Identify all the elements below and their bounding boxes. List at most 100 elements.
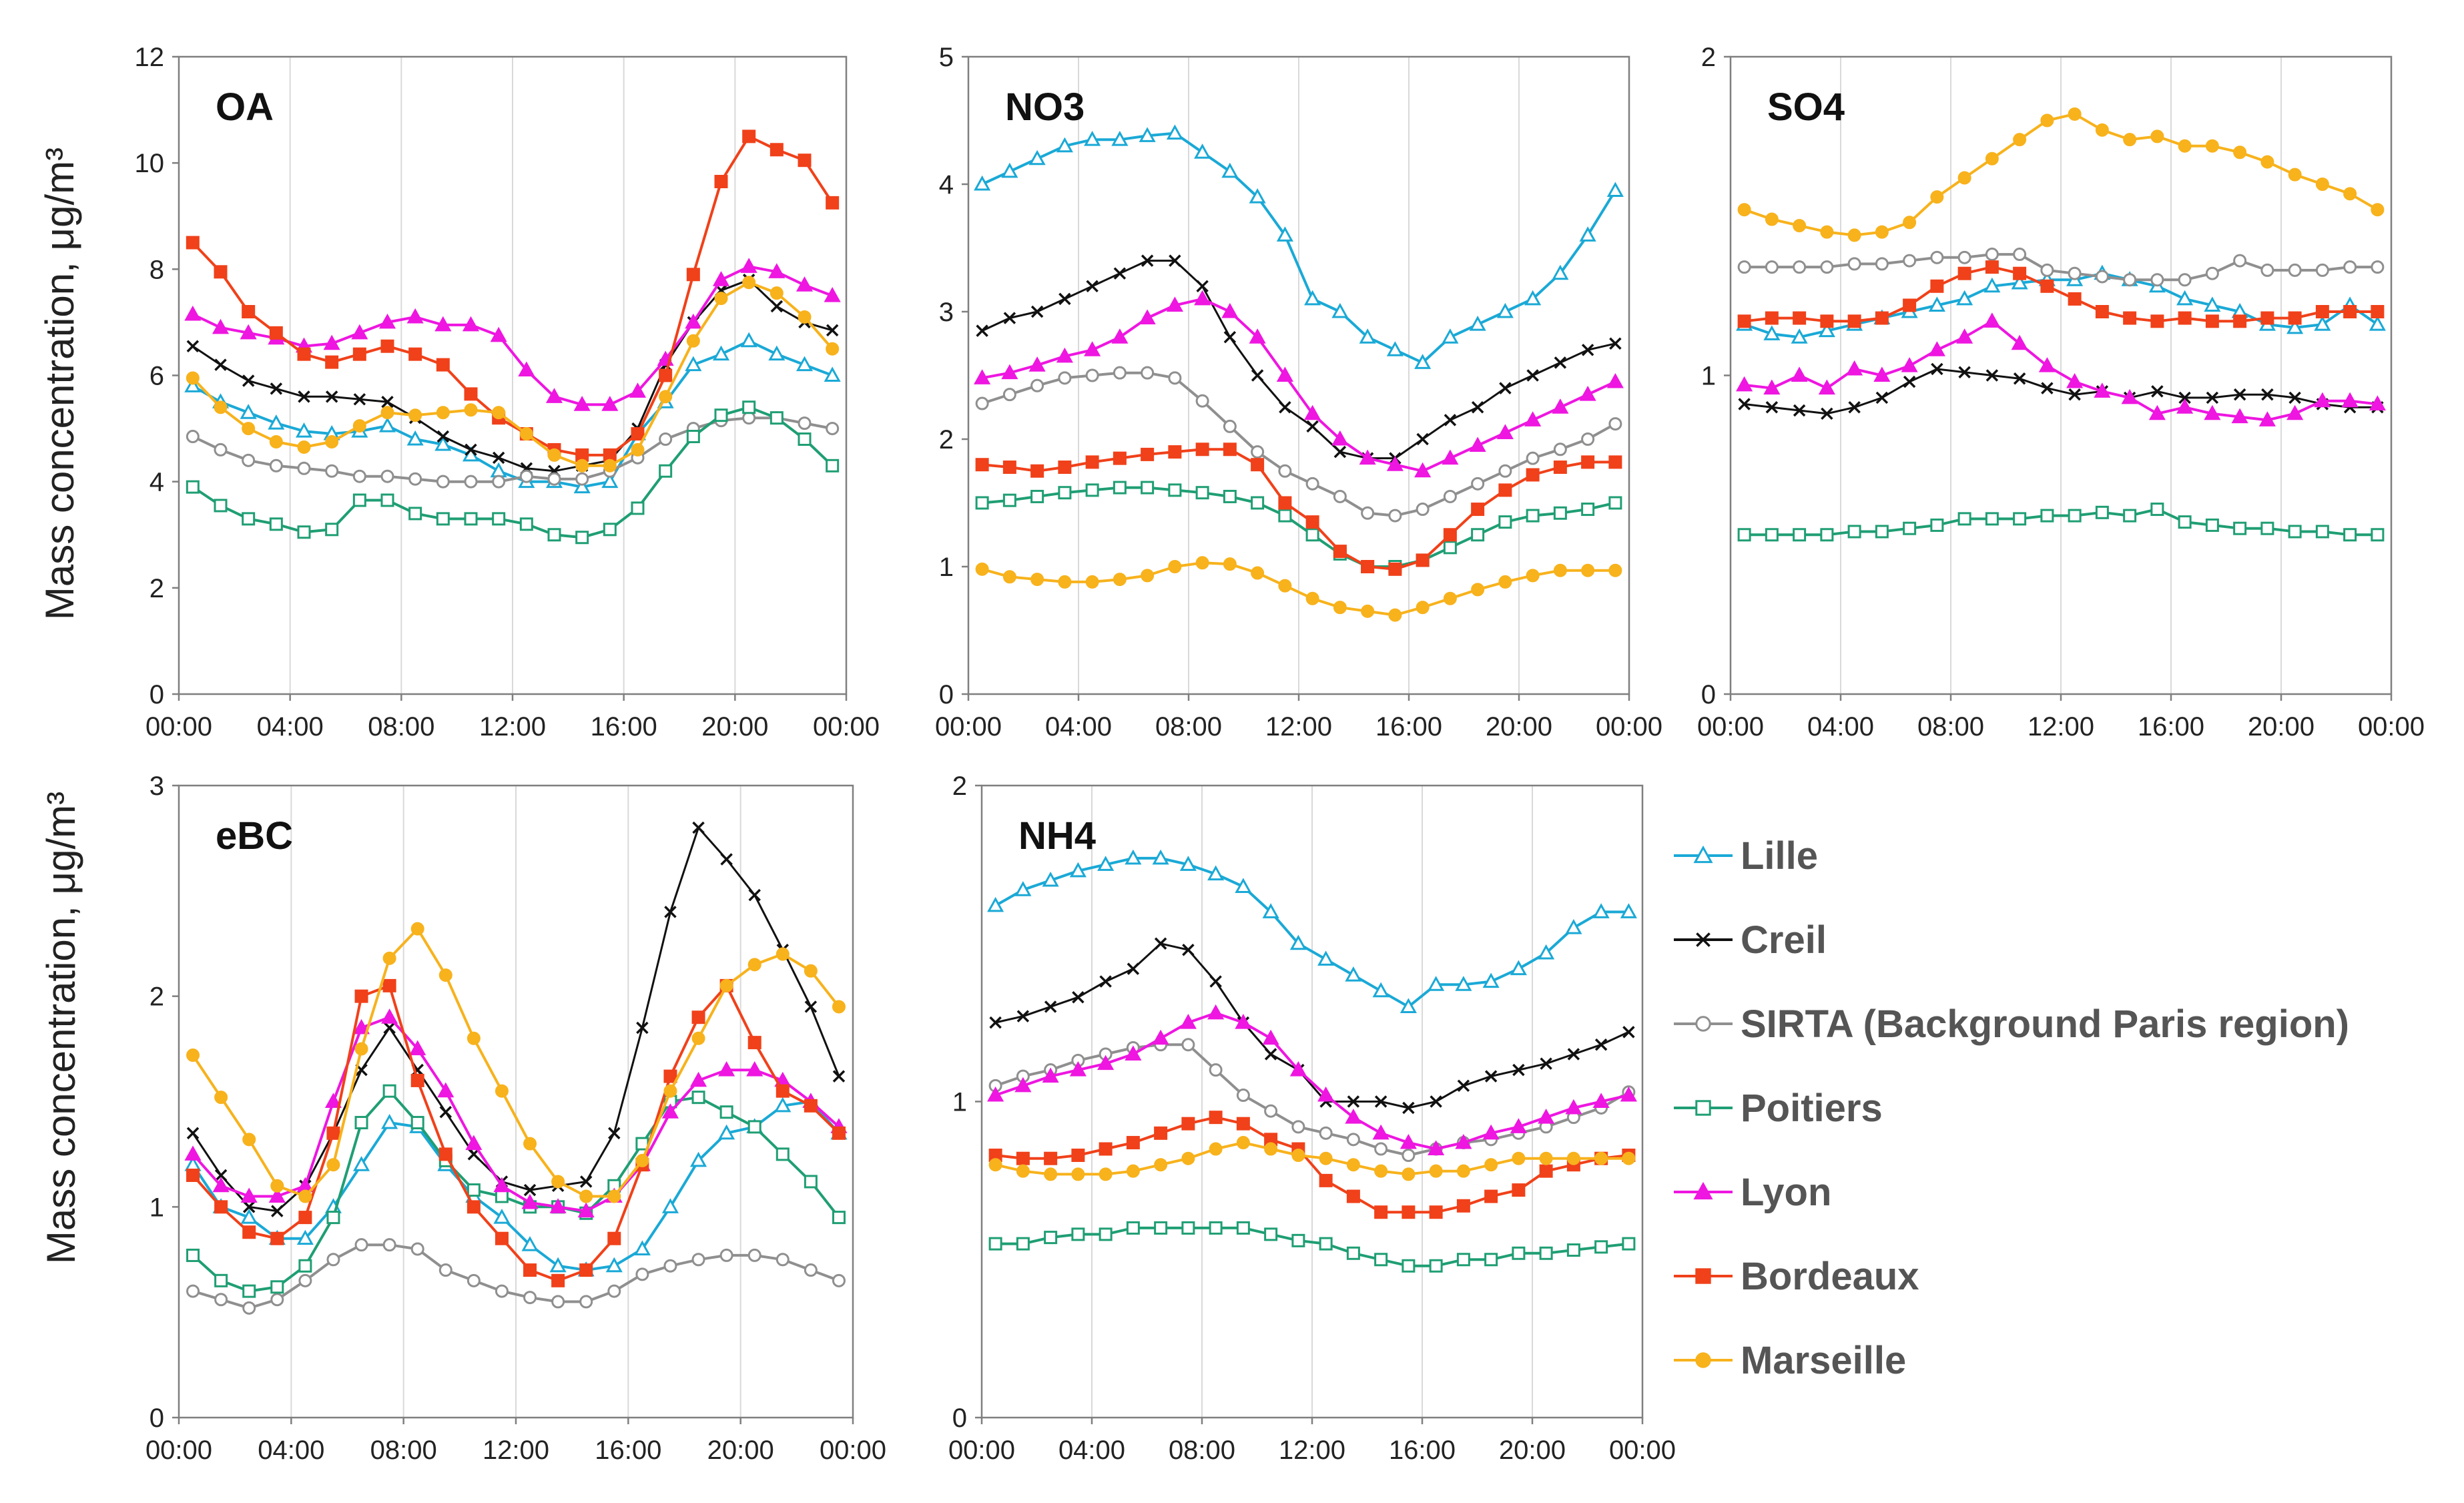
so4-point-lille bbox=[1928, 296, 1945, 312]
so4-point-sirta bbox=[2233, 254, 2247, 268]
no3-point-lyon bbox=[1084, 341, 1101, 356]
legend-label-sirta: SIRTA (Background Paris region) bbox=[1741, 1002, 2349, 1046]
so4-point-poitiers bbox=[1765, 528, 1779, 542]
oa-point-marseille bbox=[408, 408, 422, 422]
nh4-point-creil bbox=[1374, 1095, 1388, 1108]
so4-point-lyon bbox=[1901, 357, 1918, 372]
nh4-point-sirta bbox=[1264, 1104, 1278, 1118]
oa-point-marseille bbox=[325, 434, 339, 448]
ebc-series-sirta bbox=[186, 1238, 846, 1315]
panel-ebc: 0 1 2 3 00:00 04:00 08:00 12:00 16:00 20:00 00:00 e… bbox=[145, 772, 886, 1465]
nh4-point-bordeaux bbox=[1126, 1136, 1140, 1150]
no3-point-creil bbox=[1526, 369, 1539, 382]
oa-point-creil bbox=[325, 390, 338, 403]
oa-series-lille bbox=[184, 332, 841, 494]
ebc-x-tick-label: 16:00 bbox=[595, 1436, 661, 1465]
nh4-point-poitiers bbox=[1484, 1253, 1498, 1267]
so4-point-poitiers bbox=[2068, 509, 2082, 523]
no3-x-tick-label: 00:00 bbox=[1596, 712, 1662, 741]
oa-y-tick-label: 10 bbox=[135, 149, 165, 178]
ebc-point-sirta bbox=[298, 1273, 312, 1287]
nh4-point-lyon bbox=[1345, 1109, 1362, 1124]
legend-marker-sirta bbox=[1695, 1016, 1711, 1032]
oa-line-lyon bbox=[192, 265, 833, 406]
no3-point-lyon bbox=[974, 369, 991, 384]
ebc-point-lille bbox=[381, 1113, 398, 1129]
no3-point-marseille bbox=[1195, 556, 1209, 570]
no3-point-marseille bbox=[1223, 557, 1237, 571]
oa-point-creil bbox=[465, 443, 477, 457]
oa-point-sirta bbox=[325, 464, 339, 478]
so4-point-sirta bbox=[2315, 263, 2329, 277]
legend-marker-creil bbox=[1696, 932, 1711, 947]
so4-point-creil bbox=[1903, 375, 1916, 388]
no3-point-bordeaux bbox=[1581, 455, 1595, 469]
so4-point-sirta bbox=[2040, 263, 2054, 277]
no3-point-marseille bbox=[1002, 570, 1016, 584]
so4-point-bordeaux bbox=[2013, 266, 2027, 280]
oa-point-lyon bbox=[490, 326, 507, 342]
oa-point-marseille bbox=[464, 403, 478, 417]
no3-point-lille bbox=[1221, 162, 1239, 178]
nh4-point-poitiers bbox=[1126, 1221, 1140, 1235]
so4-point-bordeaux bbox=[2315, 305, 2329, 318]
so4-point-lyon bbox=[2038, 357, 2056, 372]
oa-point-bordeaux bbox=[798, 154, 812, 168]
no3-point-lyon bbox=[1359, 449, 1376, 465]
no3-point-creil bbox=[1030, 305, 1044, 318]
so4-point-marseille bbox=[2371, 203, 2385, 217]
no3-point-creil bbox=[1251, 369, 1264, 382]
no3-point-poitiers bbox=[1002, 493, 1016, 507]
ebc-point-lyon bbox=[437, 1082, 454, 1098]
oa-point-bordeaux bbox=[659, 368, 673, 382]
no3-point-sirta bbox=[1416, 503, 1430, 517]
no3-point-creil bbox=[1279, 401, 1291, 414]
no3-point-poitiers bbox=[1278, 509, 1292, 523]
no3-point-poitiers bbox=[975, 496, 989, 510]
no3-point-bordeaux bbox=[1141, 447, 1155, 461]
nh4-point-creil bbox=[1484, 1070, 1498, 1083]
ebc-point-marseille bbox=[186, 1048, 200, 1063]
oa-point-lille bbox=[796, 356, 814, 372]
so4-x-tick-label: 04:00 bbox=[1807, 712, 1874, 741]
no3-point-lille bbox=[1359, 328, 1376, 344]
so4-point-lille bbox=[1956, 290, 1973, 306]
oa-point-marseille bbox=[436, 406, 450, 420]
no3-point-creil bbox=[1196, 280, 1209, 293]
nh4-point-creil bbox=[1540, 1057, 1552, 1070]
oa-point-lyon bbox=[351, 324, 368, 340]
oa-point-bordeaux bbox=[214, 265, 228, 279]
so4-x-tick-label: 12:00 bbox=[2028, 712, 2094, 741]
no3-y-tick-label: 1 bbox=[939, 553, 954, 582]
so4-point-sirta bbox=[2013, 248, 2027, 262]
so4-point-lyon bbox=[2094, 382, 2111, 398]
nh4-point-lille bbox=[1235, 878, 1252, 894]
no3-y-tick-label: 4 bbox=[939, 170, 954, 200]
no3-point-lille bbox=[1606, 182, 1624, 198]
oa-point-marseille bbox=[742, 276, 756, 290]
nh4-point-marseille bbox=[1126, 1164, 1140, 1178]
nh4-point-sirta bbox=[1402, 1148, 1416, 1162]
nh4-series-bordeaux bbox=[988, 1111, 1636, 1219]
nh4-point-sirta bbox=[1209, 1063, 1223, 1077]
so4-point-poitiers bbox=[1903, 521, 1917, 535]
oa-point-lyon bbox=[573, 396, 591, 411]
nh4-point-poitiers bbox=[1539, 1246, 1553, 1260]
nh4-x-tick-label: 00:00 bbox=[1609, 1436, 1676, 1465]
oa-point-marseille bbox=[769, 286, 784, 300]
so4-point-creil bbox=[2013, 372, 2026, 385]
so4-series-poitiers bbox=[1737, 503, 2385, 542]
so4-point-creil bbox=[1848, 401, 1861, 414]
so4-point-creil bbox=[1875, 391, 1889, 404]
so4-point-lyon bbox=[2231, 408, 2248, 424]
nh4-point-lille bbox=[1069, 862, 1087, 878]
ebc-point-marseille bbox=[607, 1189, 621, 1203]
oa-point-sirta bbox=[352, 469, 366, 483]
so4-point-sirta bbox=[2123, 273, 2137, 287]
no3-point-marseille bbox=[1388, 608, 1402, 622]
oa-panel-title: OA bbox=[216, 85, 274, 129]
so4-point-marseille bbox=[2315, 178, 2329, 191]
panel-no3: 0 1 2 3 4 5 00:00 04:00 08:00 12:00 16:00 20:00 00:0… bbox=[935, 43, 1662, 741]
no3-point-creil bbox=[1471, 401, 1484, 414]
so4-point-marseille bbox=[2260, 155, 2274, 169]
